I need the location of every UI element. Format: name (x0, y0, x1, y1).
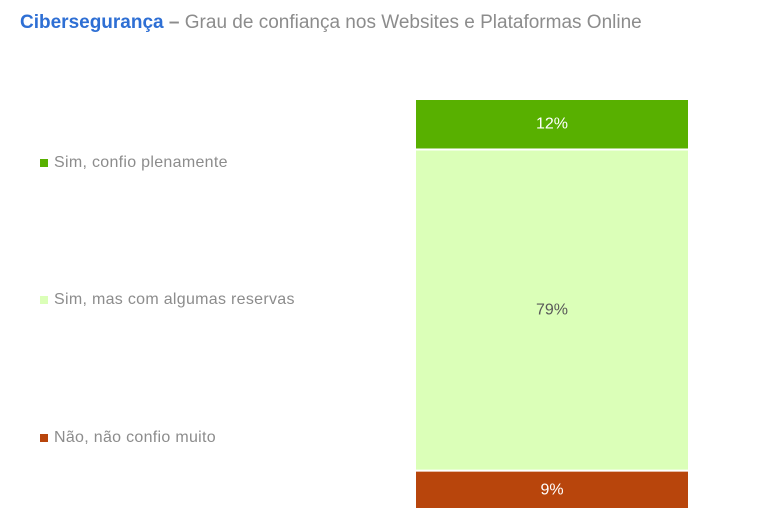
chart-title: Cibersegurança – Grau de confiança nos W… (20, 12, 642, 34)
legend-item-confio-plenamente: Sim, confio plenamente (40, 154, 228, 172)
data-label-2: 9% (540, 481, 563, 498)
data-label-0: 12% (536, 116, 568, 133)
title-rest: Grau de confiança nos Websites e Platafo… (184, 12, 642, 33)
bar-segment-0 (416, 100, 688, 149)
legend-label: Sim, mas com algumas reservas (54, 291, 295, 308)
data-label-1: 79% (536, 302, 568, 319)
title-strong: Cibersegurança (20, 12, 164, 33)
legend-label: Sim, confio plenamente (54, 154, 228, 171)
legend-item-nao-confio: Não, não confio muito (40, 429, 216, 447)
legend-swatch-square-icon (40, 434, 48, 442)
bar-segment-1 (416, 150, 688, 470)
legend-swatch-square-icon (40, 159, 48, 167)
legend-label: Não, não confio muito (54, 429, 216, 446)
legend-item-algumas-reservas: Sim, mas com algumas reservas (40, 291, 295, 309)
bar-segment-2 (416, 471, 688, 508)
title-dash: – (168, 12, 180, 33)
legend-swatch-square-icon (40, 296, 48, 304)
